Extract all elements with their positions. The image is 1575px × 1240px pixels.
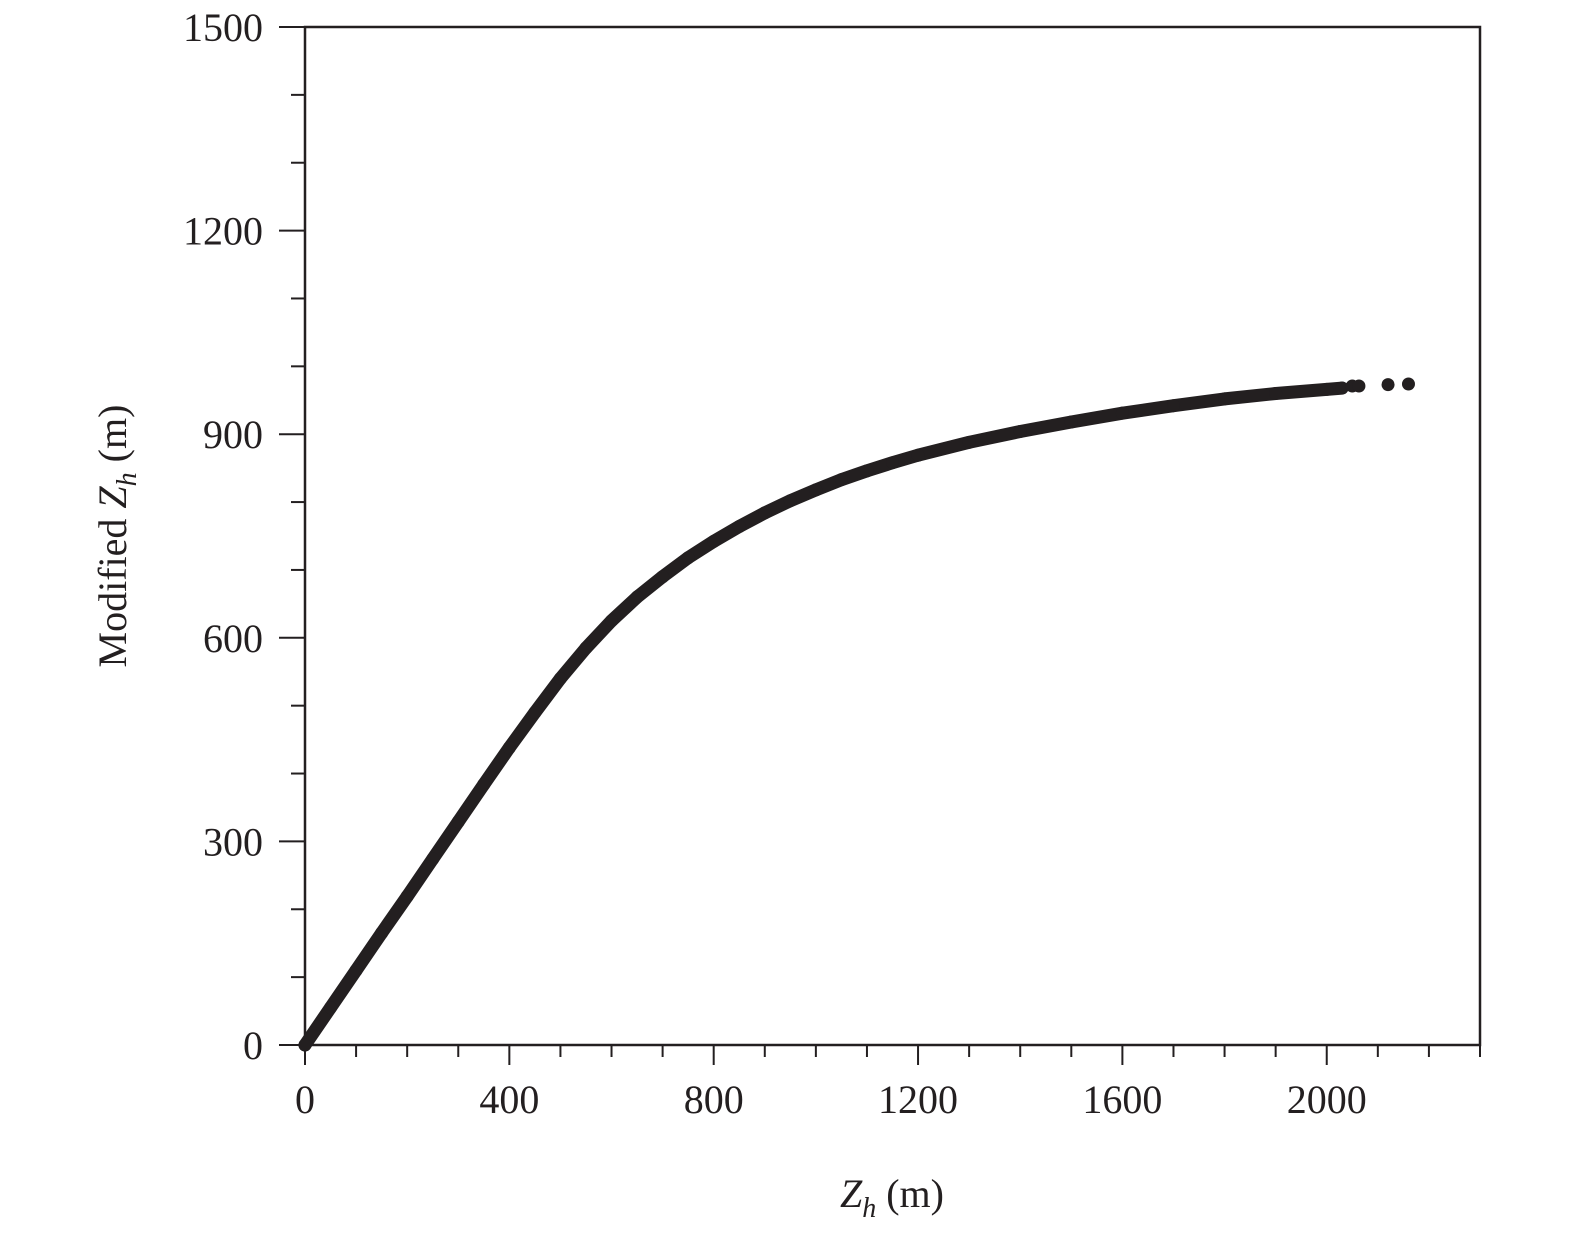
y-axis-title: Modified Zh (m) — [90, 405, 143, 668]
data-point — [1401, 377, 1415, 391]
x-axis-ticks — [304, 1045, 1481, 1065]
series-curve — [298, 381, 1349, 1052]
data-point — [783, 494, 797, 508]
data-point — [400, 889, 414, 903]
data-point — [605, 614, 619, 628]
data-point — [681, 551, 695, 565]
x-axis-tick-labels: 0 400 800 1200 1600 2000 — [295, 1077, 1367, 1122]
data-point — [502, 741, 516, 755]
data-point — [834, 473, 848, 487]
y-axis-ticks — [279, 26, 305, 1046]
x-tick-label: 1600 — [1082, 1077, 1162, 1122]
plot-frame — [303, 25, 1482, 1047]
y-axis-title-subscript: h — [112, 472, 143, 486]
x-tick-label: 2000 — [1287, 1077, 1367, 1122]
data-point — [656, 570, 670, 584]
data-point — [553, 672, 567, 686]
x-tick-label: 400 — [479, 1077, 539, 1122]
x-axis-title: Zh (m) — [840, 1171, 944, 1224]
data-point — [886, 456, 899, 470]
data-point — [1013, 424, 1027, 438]
y-axis-title-variable: Z — [90, 486, 135, 509]
data-point — [451, 815, 465, 829]
data-point — [962, 435, 976, 449]
data-point — [375, 926, 389, 940]
y-tick-label: 1500 — [183, 5, 263, 50]
data-point — [1269, 386, 1283, 400]
y-tick-label: 0 — [243, 1023, 263, 1068]
data-point — [732, 519, 746, 533]
data-point — [809, 483, 823, 497]
y-axis-title-prefix: Modified — [90, 509, 135, 668]
data-point — [1115, 406, 1129, 420]
data-point — [1335, 381, 1349, 395]
y-tick-label: 1200 — [183, 209, 263, 254]
x-axis-title-unit: (m) — [876, 1171, 944, 1216]
data-point — [349, 963, 363, 977]
x-tick-label: 800 — [684, 1077, 744, 1122]
data-point — [1381, 378, 1395, 392]
data-point — [1218, 392, 1232, 406]
data-point — [707, 534, 721, 548]
x-axis-title-subscript: h — [862, 1193, 876, 1224]
data-point — [911, 448, 925, 462]
data-point — [758, 506, 772, 520]
data-point — [324, 1001, 338, 1015]
y-tick-label: 300 — [203, 819, 263, 864]
y-axis-tick-labels: 0 300 600 900 1200 1500 — [183, 5, 263, 1068]
data-point — [630, 590, 644, 604]
data-point — [579, 641, 593, 655]
data-point — [1352, 379, 1366, 393]
x-tick-label: 1200 — [878, 1077, 958, 1122]
y-axis-title-unit: (m) — [90, 405, 135, 473]
data-series — [298, 377, 1415, 1052]
data-point — [528, 705, 542, 719]
data-point — [1320, 382, 1334, 396]
data-point — [1064, 415, 1078, 429]
y-tick-label: 900 — [203, 412, 263, 457]
data-point — [426, 852, 440, 866]
data-point — [860, 464, 874, 478]
data-point — [1166, 399, 1180, 413]
x-axis-title-variable: Z — [840, 1171, 863, 1216]
x-tick-label: 0 — [295, 1077, 315, 1122]
data-point — [477, 777, 491, 791]
data-point — [298, 1038, 312, 1052]
y-tick-label: 600 — [203, 616, 263, 661]
